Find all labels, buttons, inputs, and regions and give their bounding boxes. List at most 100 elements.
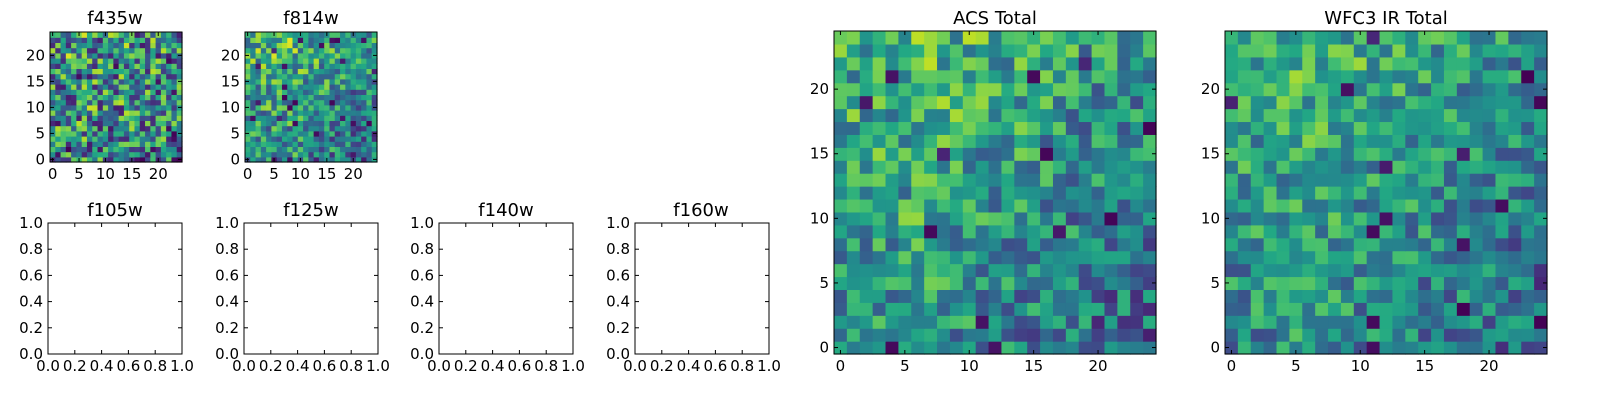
heatmap-cell [1001,147,1015,161]
heatmap-cell [166,151,173,158]
heatmap-cell [145,52,151,59]
heatmap-cell [50,58,56,64]
heatmap-cell [81,151,88,158]
heatmap-cell [1392,134,1406,148]
heatmap-cell [859,56,874,71]
heatmap-cell [166,156,173,163]
x-tick-label: 0.6 [116,357,140,375]
heatmap-cell [97,156,104,163]
heatmap-cell [118,32,125,38]
heatmap-cell [885,341,899,355]
heatmap-cell [1040,43,1054,58]
heatmap-cell [303,115,309,121]
heatmap-cell [366,156,373,163]
heatmap-cell [1225,43,1239,58]
heatmap-cell [949,108,964,123]
heatmap-cell [255,151,262,158]
heatmap-cell [1263,302,1278,316]
heatmap-cell [303,63,309,69]
heatmap-cell [1508,43,1522,58]
heatmap-cell [1315,250,1329,265]
heatmap-cell [123,136,130,142]
heatmap-cell [113,151,120,158]
heatmap-cell [1130,198,1144,213]
heatmap-cell [1469,237,1484,252]
heatmap-cell [1456,302,1471,316]
y-tick-label: 15 [1201,145,1220,163]
heatmap-cell [846,121,861,135]
heatmap-cell [345,136,352,142]
heatmap-cell [1250,82,1265,97]
heatmap-cell [155,58,162,64]
axes-frame [438,222,574,355]
heatmap-cell [1065,69,1080,84]
heatmap-cell [1289,250,1303,265]
heatmap-cell [303,120,309,127]
heatmap-cell [1104,56,1118,71]
heatmap-cell [65,156,72,163]
heatmap-cell [1405,263,1419,278]
heatmap-cell [292,130,299,137]
y-tick-label: 0.8 [410,240,434,258]
heatmap-cell [1001,250,1015,265]
heatmap-cell [366,58,373,64]
heatmap-cell [1443,160,1458,174]
heatmap-cell [846,56,861,71]
heatmap-cell [329,115,336,121]
heatmap-cell [834,160,848,174]
heatmap-cell [155,73,162,80]
heatmap-cell [361,99,368,106]
heatmap-cell [160,58,167,64]
heatmap-cell [86,37,93,43]
heatmap-cell [1065,302,1080,316]
heatmap-cell [1366,237,1381,252]
heatmap-cell [1117,198,1131,213]
heatmap-cell [924,95,938,110]
heatmap-cell [1392,289,1406,303]
heatmap-cell [134,84,141,90]
heatmap-cell [1379,95,1394,110]
heatmap-cell [281,94,288,101]
heatmap-cell [1443,224,1458,239]
heatmap-cell [1130,173,1144,187]
heatmap-cell [962,224,977,239]
heatmap-cell [1130,186,1144,200]
heatmap-cell [297,130,304,137]
heatmap-cell [1263,250,1278,265]
heatmap-cell [885,173,899,187]
heatmap-cell [1315,198,1329,213]
heatmap-cell [340,120,346,127]
heatmap-cell [276,89,283,95]
x-tick-label: 15 [1415,357,1434,375]
heatmap-cell [108,78,114,85]
heatmap-cell [1534,31,1548,45]
heatmap-cell [1117,237,1131,252]
heatmap-cell [308,115,315,121]
heatmap-cell [1078,95,1093,110]
heatmap-cell [113,32,120,38]
y-tick-label: 0 [230,150,240,168]
heatmap-cell [898,160,912,174]
heatmap-cell [65,125,72,132]
heatmap-cell [86,141,93,147]
heatmap-cell [340,73,346,80]
heatmap-cell [108,52,114,59]
heatmap-cell [134,130,141,137]
heatmap-cell [1065,108,1080,123]
heatmap-cell [1091,31,1106,45]
heatmap-cell [1078,108,1093,123]
heatmap-cell [81,130,88,137]
heatmap-cell [1521,82,1535,97]
heatmap-cell [1250,328,1265,342]
heatmap-cell [1225,121,1239,135]
heatmap-cell [1456,134,1471,148]
heatmap-cell [1052,95,1067,110]
heatmap-cell [846,211,861,226]
heatmap-cell [1130,341,1144,355]
heatmap-cell [872,43,887,58]
heatmap-cell [145,37,151,43]
heatmap-cell [1014,276,1028,290]
heatmap-cell [962,276,977,290]
heatmap-cell [1040,31,1054,45]
